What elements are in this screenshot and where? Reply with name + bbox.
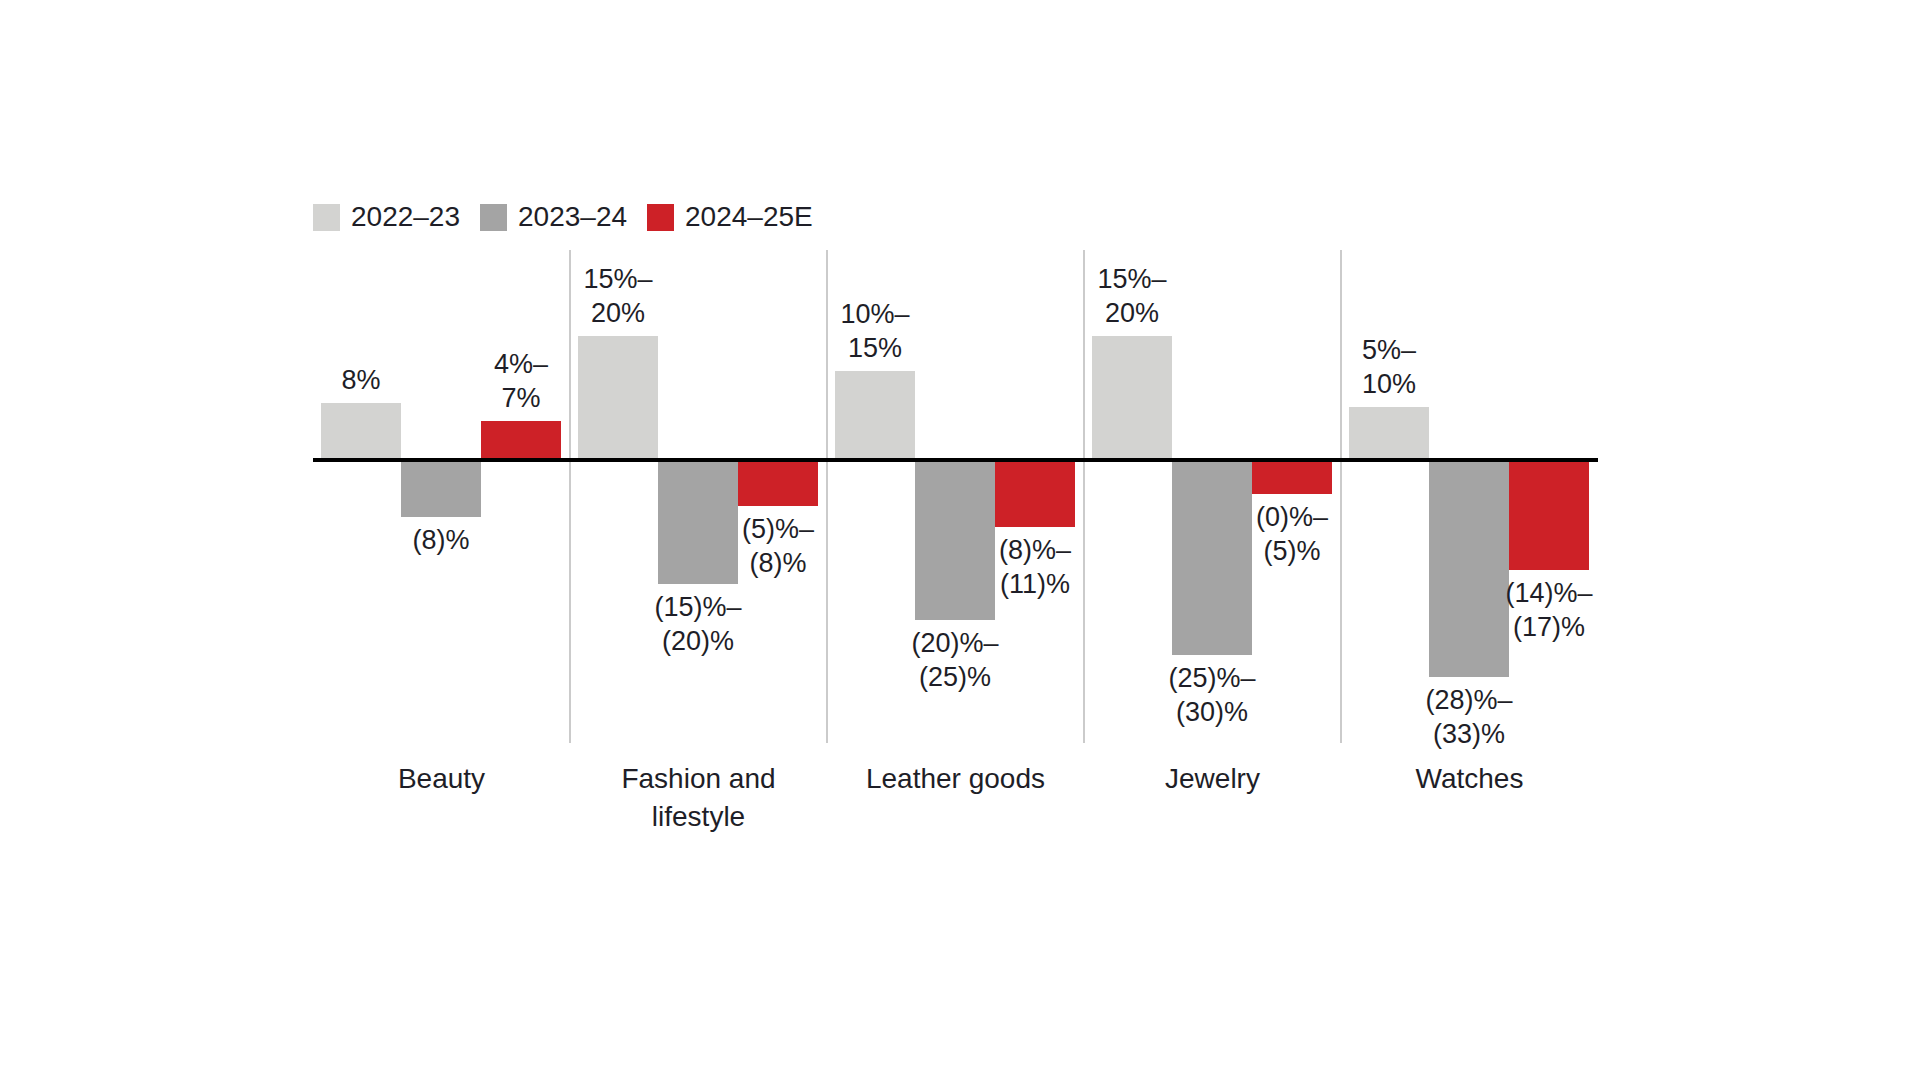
bar-chart: 8%(8)%4%– 7%15%– 20%(15)%– (20)%(5)%– (8…	[313, 250, 1598, 743]
bar	[1349, 407, 1429, 460]
bar-value-label: (8)%	[349, 523, 533, 557]
legend-swatch-2024-25e	[647, 204, 674, 231]
bar	[738, 460, 818, 506]
legend-swatch-2023-24	[480, 204, 507, 231]
category-labels-row: BeautyFashion and lifestyleLeather goods…	[313, 760, 1598, 836]
category-label: Fashion and lifestyle	[570, 760, 827, 836]
category-label: Leather goods	[827, 760, 1084, 836]
bar	[1092, 336, 1172, 460]
bar-value-label: 15%– 20%	[1040, 262, 1224, 330]
category-group: 15%– 20%(25)%– (30)%(0)%– (5)%	[1084, 250, 1341, 743]
bar	[1429, 460, 1509, 677]
bar	[321, 403, 401, 460]
bar-value-label: (20)%– (25)%	[863, 626, 1047, 694]
category-group: 5%– 10%(28)%– (33)%(14)%– (17)%	[1341, 250, 1598, 743]
legend-label-2022-23: 2022–23	[351, 201, 460, 233]
category-label: Jewelry	[1084, 760, 1341, 836]
bar-value-label: 4%– 7%	[429, 347, 613, 415]
legend-label-2024-25e: 2024–25E	[685, 201, 813, 233]
legend-label-2023-24: 2023–24	[518, 201, 627, 233]
bar	[1252, 460, 1332, 494]
bar-value-label: 15%– 20%	[526, 262, 710, 330]
legend: 2022–23 2023–24 2024–25E	[313, 201, 833, 233]
bar-value-label: (0)%– (5)%	[1200, 500, 1384, 568]
bar-value-label: (28)%– (33)%	[1377, 683, 1561, 751]
bar-value-label: 8%	[269, 363, 453, 397]
bar-value-label: 5%– 10%	[1297, 333, 1481, 401]
bar-value-label: (5)%– (8)%	[686, 512, 870, 580]
bar-value-label: (25)%– (30)%	[1120, 661, 1304, 729]
legend-item-2022-23: 2022–23	[313, 201, 460, 233]
group-separator	[1340, 250, 1342, 743]
bar-value-label: 10%– 15%	[783, 297, 967, 365]
legend-item-2023-24: 2023–24	[480, 201, 627, 233]
legend-swatch-2022-23	[313, 204, 340, 231]
bar	[481, 421, 561, 460]
bar	[1509, 460, 1589, 570]
legend-item-2024-25e: 2024–25E	[647, 201, 813, 233]
bar-value-label: (8)%– (11)%	[943, 533, 1127, 601]
category-label: Beauty	[313, 760, 570, 836]
chart-canvas: 2022–23 2023–24 2024–25E 8% (8)% 4%– 7% 15%…	[0, 0, 1920, 1080]
bar-value-label: (15)%– (20)%	[606, 590, 790, 658]
bar-value-label: (14)%– (17)%	[1457, 576, 1641, 644]
bar	[995, 460, 1075, 527]
zero-baseline	[313, 458, 1598, 462]
category-label: Watches	[1341, 760, 1598, 836]
bar	[835, 371, 915, 460]
bar	[401, 460, 481, 517]
